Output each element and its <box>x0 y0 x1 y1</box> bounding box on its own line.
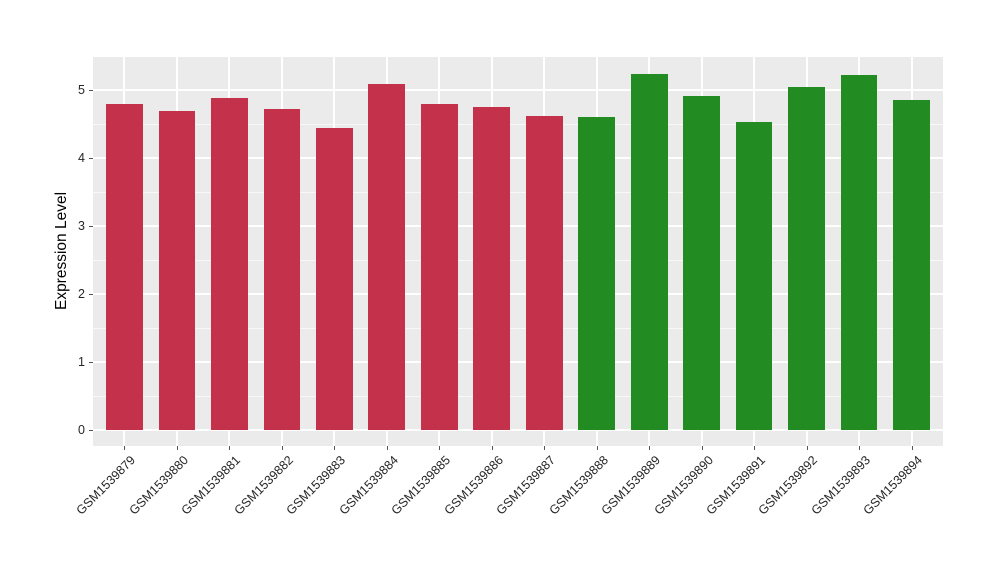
x-tick-mark <box>701 446 703 450</box>
y-tick-label: 3 <box>78 219 85 233</box>
x-tick-mark <box>176 446 178 450</box>
bar-GSM1539893 <box>840 75 878 430</box>
major-gridline <box>93 429 943 431</box>
y-tick-label: 1 <box>78 355 85 369</box>
y-tick-mark <box>89 430 93 431</box>
x-tick-mark <box>859 446 861 450</box>
major-gridline <box>93 225 943 227</box>
x-tick-mark <box>649 446 651 450</box>
bar-GSM1539892 <box>788 87 825 430</box>
x-tick-mark <box>911 446 913 450</box>
x-tick-mark <box>806 446 808 450</box>
major-gridline <box>93 89 943 91</box>
bar-GSM1539886 <box>473 107 511 430</box>
bar-GSM1539881 <box>211 98 248 430</box>
bar-GSM1539882 <box>263 109 301 430</box>
major-gridline <box>93 361 943 363</box>
y-tick-label: 5 <box>78 83 85 97</box>
y-tick-label: 0 <box>78 423 85 437</box>
y-tick-mark <box>89 226 93 227</box>
major-gridline <box>93 293 943 295</box>
bar-GSM1539890 <box>683 96 720 430</box>
y-tick-mark <box>89 294 93 295</box>
minor-gridline <box>93 396 943 397</box>
major-gridline <box>93 157 943 159</box>
plot-panel <box>93 57 943 446</box>
x-tick-mark <box>491 446 493 450</box>
x-tick-mark <box>334 446 336 450</box>
y-tick-mark <box>89 158 93 159</box>
bar-GSM1539887 <box>525 115 563 430</box>
bar-GSM1539880 <box>158 111 196 430</box>
y-tick-mark <box>89 362 93 363</box>
y-tick-label: 4 <box>78 151 85 165</box>
minor-gridline <box>93 124 943 125</box>
x-tick-mark <box>386 446 388 450</box>
x-tick-mark <box>754 446 756 450</box>
minor-gridline <box>93 328 943 329</box>
bar-GSM1539879 <box>106 104 143 430</box>
y-tick-mark <box>89 90 93 91</box>
y-tick-label: 2 <box>78 287 85 301</box>
bar-GSM1539885 <box>420 104 458 430</box>
bar-GSM1539894 <box>893 100 930 430</box>
bar-GSM1539883 <box>315 128 353 430</box>
minor-gridline <box>93 192 943 193</box>
bar-GSM1539884 <box>368 83 406 430</box>
x-tick-mark <box>124 446 126 450</box>
minor-gridline <box>93 260 943 261</box>
bar-GSM1539888 <box>578 117 616 430</box>
x-tick-mark <box>439 446 441 450</box>
bar-GSM1539889 <box>630 73 668 430</box>
x-tick-mark <box>596 446 598 450</box>
x-tick-mark <box>229 446 231 450</box>
x-tick-mark <box>544 446 546 450</box>
x-tick-mark <box>281 446 283 450</box>
bar-GSM1539891 <box>735 121 773 430</box>
